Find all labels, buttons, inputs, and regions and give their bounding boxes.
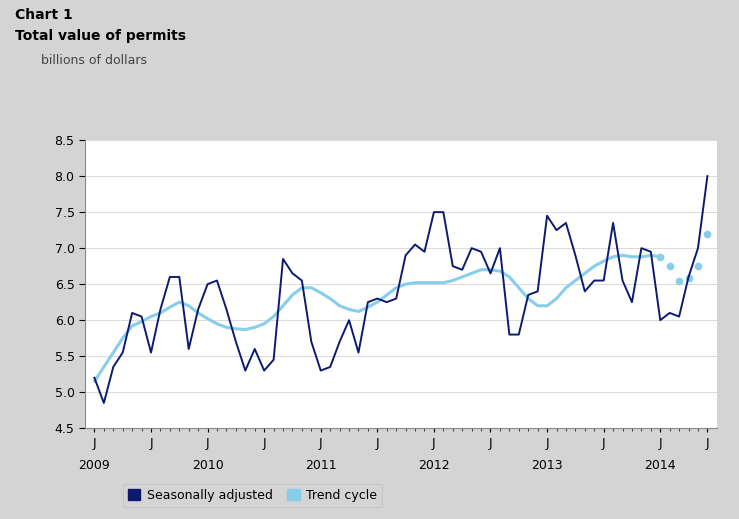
- Text: 2011: 2011: [305, 459, 336, 472]
- Text: 2010: 2010: [191, 459, 223, 472]
- Legend: Seasonally adjusted, Trend cycle: Seasonally adjusted, Trend cycle: [123, 484, 382, 507]
- Text: Total value of permits: Total value of permits: [15, 29, 185, 43]
- Text: 2009: 2009: [78, 459, 110, 472]
- Text: billions of dollars: billions of dollars: [41, 54, 146, 67]
- Text: 2012: 2012: [418, 459, 450, 472]
- Text: 2014: 2014: [644, 459, 676, 472]
- Text: Chart 1: Chart 1: [15, 8, 72, 22]
- Text: 2013: 2013: [531, 459, 563, 472]
